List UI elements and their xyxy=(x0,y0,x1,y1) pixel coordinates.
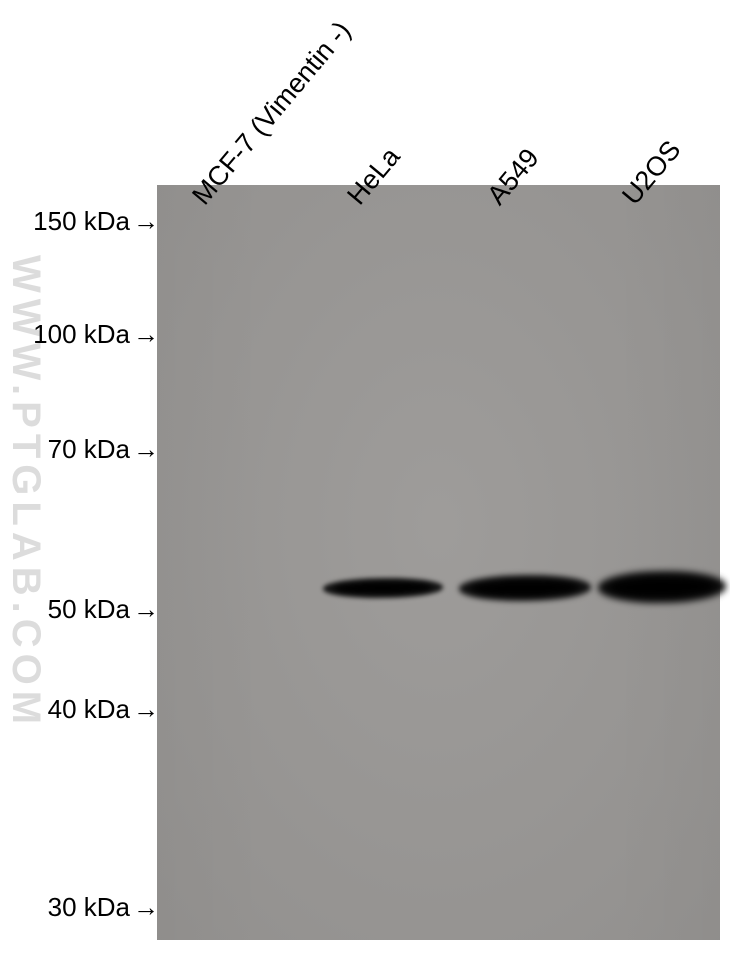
figure-container: WWW.PTGLAB.COM 150 kDa→100 kDa→70 kDa→50… xyxy=(0,0,730,975)
marker-label: 70 kDa xyxy=(48,434,130,465)
marker-arrow-icon: → xyxy=(133,892,159,923)
marker-label: 100 kDa xyxy=(33,319,130,350)
marker-label: 30 kDa xyxy=(48,892,130,923)
marker-arrow-icon: → xyxy=(133,319,159,350)
marker-arrow-icon: → xyxy=(133,434,159,465)
marker-label: 40 kDa xyxy=(48,694,130,725)
marker-label: 150 kDa xyxy=(33,206,130,237)
marker-label: 50 kDa xyxy=(48,594,130,625)
marker-arrow-icon: → xyxy=(133,594,159,625)
protein-band-core xyxy=(333,581,434,595)
marker-arrow-icon: → xyxy=(133,206,159,237)
marker-arrow-icon: → xyxy=(133,694,159,725)
protein-band-core xyxy=(608,576,716,598)
lane-label: MCF-7 (Vimentin -) xyxy=(186,16,357,211)
protein-band-core xyxy=(469,579,580,597)
blot-membrane xyxy=(157,185,720,940)
